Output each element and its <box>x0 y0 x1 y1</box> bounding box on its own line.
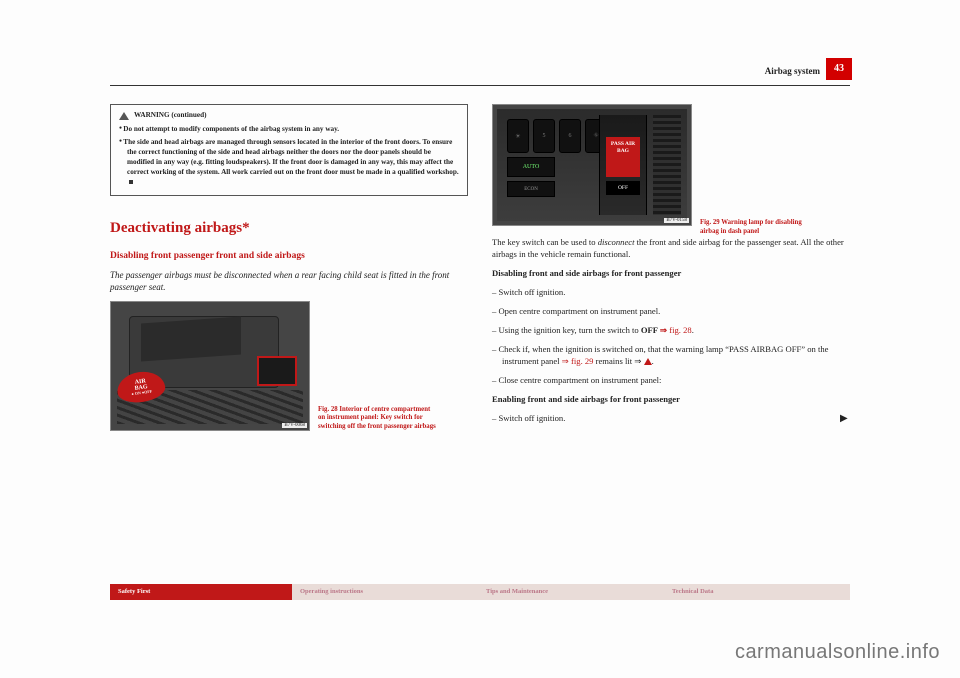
step-5: Close centre compartment on instrument p… <box>492 374 850 386</box>
page-number-badge: 43 <box>826 58 852 80</box>
auto-button: AUTO <box>507 157 555 177</box>
watermark: carmanualsonline.info <box>735 641 940 664</box>
off-label: OFF <box>606 181 640 195</box>
subheading-disabling: Disabling front passenger front and side… <box>110 251 468 261</box>
tab-safety-first: Safety First <box>110 584 292 600</box>
warning-triangle-icon <box>644 358 652 365</box>
warning-triangle-icon <box>119 112 129 120</box>
step-2: Open centre compartment on instrument pa… <box>492 305 850 317</box>
intro-text: The passenger airbags must be disconnect… <box>110 269 468 293</box>
heading-deactivating: Deactivating airbags* <box>110 220 468 237</box>
tab-operating: Operating instructions <box>292 584 478 600</box>
body-text: The key switch can be used to disconnect… <box>492 236 850 424</box>
paragraph-keyswitch: The key switch can be used to disconnect… <box>492 236 850 260</box>
warning-title: WARNING (continued) <box>134 111 206 121</box>
warning-bullet-1: Do not attempt to modify components of t… <box>119 125 459 135</box>
warning-box: WARNING (continued) Do not attempt to mo… <box>110 104 468 196</box>
figure-29-image: ☀ 5 6 ⛗ AUTO ECON PASS AIR BAG OFF <box>492 104 692 226</box>
key-switch-callout <box>257 356 297 386</box>
left-column: WARNING (continued) Do not attempt to mo… <box>110 104 468 431</box>
subhead-enable: Enabling front and side airbags for fron… <box>492 394 680 404</box>
dash-panel-shape: ☀ 5 6 ⛗ AUTO ECON PASS AIR BAG OFF <box>497 109 687 221</box>
end-square-icon <box>129 180 133 184</box>
econ-button: ECON <box>507 181 555 197</box>
figure-28-image: AIR BAG ● ON ●OFF B7V-0068 <box>110 301 310 431</box>
figure-28: AIR BAG ● ON ●OFF B7V-0068 Fig. 28 Inter… <box>110 301 468 431</box>
step-6: Switch off ignition.▶ <box>492 412 850 424</box>
glove-lid-shape <box>141 317 241 362</box>
step-4: Check if, when the ignition is switched … <box>492 343 850 367</box>
section-title: Airbag system <box>765 66 820 76</box>
tab-technical: Technical Data <box>664 584 850 600</box>
enable-steps: Switch off ignition.▶ <box>492 412 850 424</box>
step-3: Using the ignition key, turn the switch … <box>492 324 850 336</box>
figure-29-caption: Fig. 29 Warning lamp for disabling airba… <box>700 219 820 236</box>
pass-airbag-label: PASS AIR BAG <box>606 137 640 177</box>
disable-steps: Switch off ignition. Open centre compart… <box>492 286 850 386</box>
warning-header: WARNING (continued) <box>119 111 459 121</box>
trim-grip-shape <box>653 115 681 215</box>
warning-lamp-strip: PASS AIR BAG OFF <box>599 115 647 215</box>
figure-29: ☀ 5 6 ⛗ AUTO ECON PASS AIR BAG OFF <box>492 104 850 236</box>
step-1: Switch off ignition. <box>492 286 850 298</box>
tab-tips: Tips and Maintenance <box>478 584 664 600</box>
figure-28-ref: B7V-0068 <box>282 423 307 428</box>
footer-tabs: Safety First Operating instructions Tips… <box>110 584 850 600</box>
climate-buttons: ☀ 5 6 ⛗ <box>507 119 607 153</box>
warning-bullet-2: The side and head airbags are managed th… <box>119 138 459 187</box>
content-columns: WARNING (continued) Do not attempt to mo… <box>110 104 850 431</box>
figure-28-caption: Fig. 28 Interior of centre compartment o… <box>318 406 438 431</box>
subhead-disable: Disabling front and side airbags for fro… <box>492 268 681 278</box>
page: Airbag system 43 WARNING (continued) Do … <box>110 70 850 600</box>
page-header: Airbag system 43 <box>110 70 850 86</box>
right-column: ☀ 5 6 ⛗ AUTO ECON PASS AIR BAG OFF <box>492 104 850 431</box>
figure-29-ref: B7V-0158 <box>664 218 689 223</box>
